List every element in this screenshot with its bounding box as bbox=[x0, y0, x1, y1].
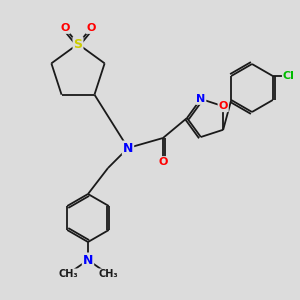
Text: N: N bbox=[83, 254, 93, 266]
Text: Cl: Cl bbox=[283, 71, 295, 81]
Text: CH₃: CH₃ bbox=[98, 269, 118, 279]
Text: O: O bbox=[86, 23, 96, 33]
Text: O: O bbox=[60, 23, 70, 33]
Text: N: N bbox=[196, 94, 206, 104]
Text: O: O bbox=[218, 101, 228, 111]
Text: S: S bbox=[74, 38, 82, 50]
Text: CH₃: CH₃ bbox=[58, 269, 78, 279]
Text: N: N bbox=[123, 142, 133, 154]
Text: O: O bbox=[158, 157, 168, 167]
